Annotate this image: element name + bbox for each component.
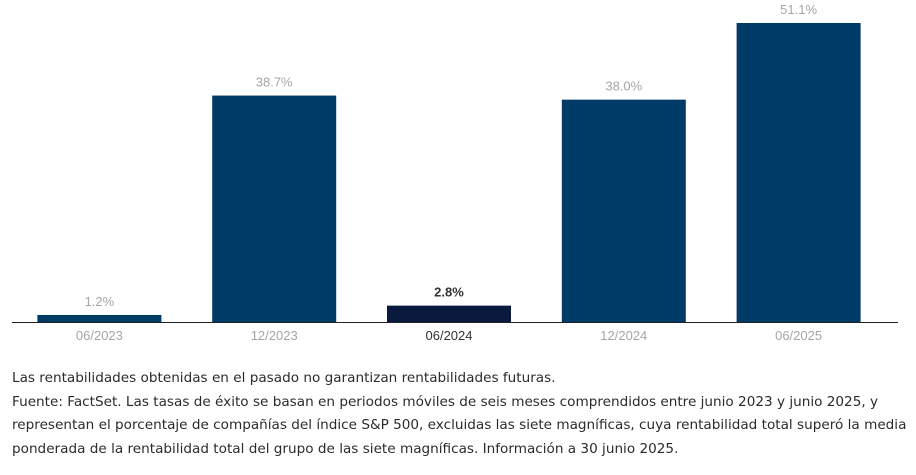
x-tick-label-06-2023: 06/2023	[76, 328, 123, 343]
bar-12-2024	[561, 99, 686, 322]
data-label-06-2025: 51.1%	[780, 2, 817, 17]
x-tick-label-06-2025: 06/2025	[775, 328, 822, 343]
bar-06-2025	[736, 23, 861, 322]
bar-06-2024	[387, 305, 511, 322]
data-label-06-2024: 2.8%	[434, 285, 464, 300]
x-tick-label-06-2024: 06/2024	[426, 328, 473, 343]
disclaimer-text: Las rentabilidades obtenidas en el pasad…	[12, 370, 556, 386]
data-label-12-2024: 38.0%	[605, 79, 642, 94]
bar-12-2023	[212, 95, 337, 322]
data-label-06-2023: 1.2%	[85, 294, 115, 309]
x-tick-label-12-2024: 12/2024	[600, 328, 647, 343]
bar-06-2023	[37, 314, 162, 322]
chart-notes: Las rentabilidades obtenidas en el pasad…	[12, 367, 907, 461]
source-text: Fuente: FactSet. Las tasas de éxito se b…	[12, 393, 907, 457]
bar-chart: 1.2% 06/2023 38.7% 12/2023 2.8% 06/2024 38.0% 1…	[12, 2, 898, 343]
data-label-12-2023: 38.7%	[256, 75, 293, 90]
x-tick-label-12-2023: 12/2023	[251, 328, 298, 343]
